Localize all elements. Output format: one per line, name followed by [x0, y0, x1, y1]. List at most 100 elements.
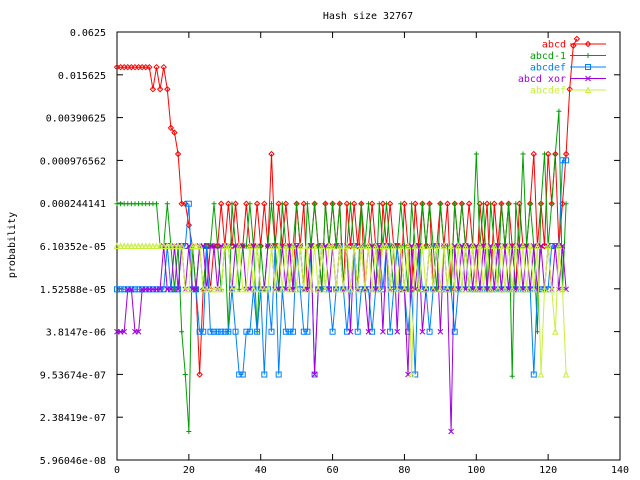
data-point: [520, 151, 526, 157]
data-point: [186, 429, 192, 435]
data-point: [228, 285, 236, 293]
y-axis-label: probability: [7, 212, 18, 278]
data-point: [160, 286, 167, 293]
data-point: [530, 150, 537, 158]
data-point: [232, 328, 239, 335]
data-point: [412, 200, 419, 207]
data-point: [462, 242, 469, 250]
data-point: [563, 157, 570, 164]
data-point: [225, 328, 232, 335]
data-point: [164, 85, 171, 93]
y-tick-label: 1.52588e-05: [40, 285, 106, 296]
data-point: [239, 285, 247, 293]
series-5: [113, 242, 570, 378]
data-point: [275, 200, 282, 207]
data-point: [261, 200, 268, 207]
x-tick-label: 80: [398, 465, 410, 476]
data-point: [304, 201, 310, 207]
data-point: [358, 242, 365, 250]
data-point: [585, 75, 591, 82]
data-point: [246, 328, 253, 335]
data-point: [193, 286, 199, 293]
data-point: [174, 150, 182, 158]
data-point: [185, 200, 192, 207]
data-point: [498, 201, 504, 207]
data-point: [225, 242, 232, 250]
data-point: [167, 124, 175, 132]
data-point: [300, 328, 307, 335]
data-point: [433, 242, 441, 250]
data-point: [476, 242, 484, 250]
data-point: [544, 242, 552, 250]
data-point: [236, 371, 243, 378]
data-point: [401, 200, 408, 207]
data-point: [570, 42, 577, 49]
data-point: [472, 285, 480, 293]
data-point: [541, 242, 548, 250]
data-point: [480, 201, 486, 207]
data-point: [455, 242, 462, 250]
data-point: [124, 242, 132, 250]
data-point: [329, 328, 336, 335]
data-point: [156, 242, 164, 250]
data-point: [319, 286, 325, 292]
data-point: [566, 85, 573, 93]
data-point: [149, 85, 157, 93]
data-point: [337, 201, 343, 207]
data-point: [562, 150, 570, 158]
data-point: [215, 243, 221, 249]
data-point: [128, 242, 135, 250]
data-point: [196, 328, 203, 335]
data-point: [121, 328, 128, 335]
chart-title: Hash size 32767: [323, 11, 413, 22]
data-point: [268, 150, 275, 158]
data-point: [120, 242, 128, 250]
data-point: [235, 242, 243, 250]
data-point: [512, 242, 520, 250]
data-point: [146, 242, 153, 250]
data-point: [290, 328, 297, 335]
data-point: [228, 242, 236, 250]
data-point: [505, 242, 512, 250]
data-point: [196, 242, 203, 250]
data-point: [483, 242, 491, 250]
data-point: [153, 242, 160, 250]
data-point: [544, 150, 552, 158]
legend-label: abcd-1: [530, 51, 566, 62]
data-point: [397, 242, 405, 250]
data-point: [365, 242, 372, 250]
data-point: [444, 200, 451, 207]
data-point: [354, 285, 362, 293]
data-point: [380, 328, 386, 335]
data-point: [509, 373, 515, 379]
data-point: [343, 200, 351, 207]
data-point: [171, 242, 178, 250]
data-point: [347, 328, 354, 335]
x-tick-label: 120: [539, 465, 557, 476]
data-point: [530, 371, 537, 378]
data-point: [393, 285, 401, 293]
data-point: [390, 242, 397, 250]
data-point: [584, 40, 592, 48]
data-point: [200, 328, 207, 335]
data-point: [275, 242, 282, 250]
data-point: [387, 328, 394, 335]
data-point: [154, 201, 160, 207]
data-point: [182, 372, 188, 378]
data-point: [192, 242, 200, 250]
data-point: [181, 285, 189, 293]
data-point: [117, 286, 124, 293]
data-point: [488, 201, 494, 207]
legend-label: abcdef: [530, 63, 566, 74]
data-point: [419, 242, 426, 250]
data-point: [232, 200, 239, 207]
data-point: [350, 200, 358, 207]
data-point: [451, 285, 459, 293]
data-point: [501, 285, 509, 293]
data-point: [343, 242, 351, 250]
data-point: [419, 201, 425, 207]
data-point: [427, 201, 433, 207]
data-point: [304, 328, 311, 335]
